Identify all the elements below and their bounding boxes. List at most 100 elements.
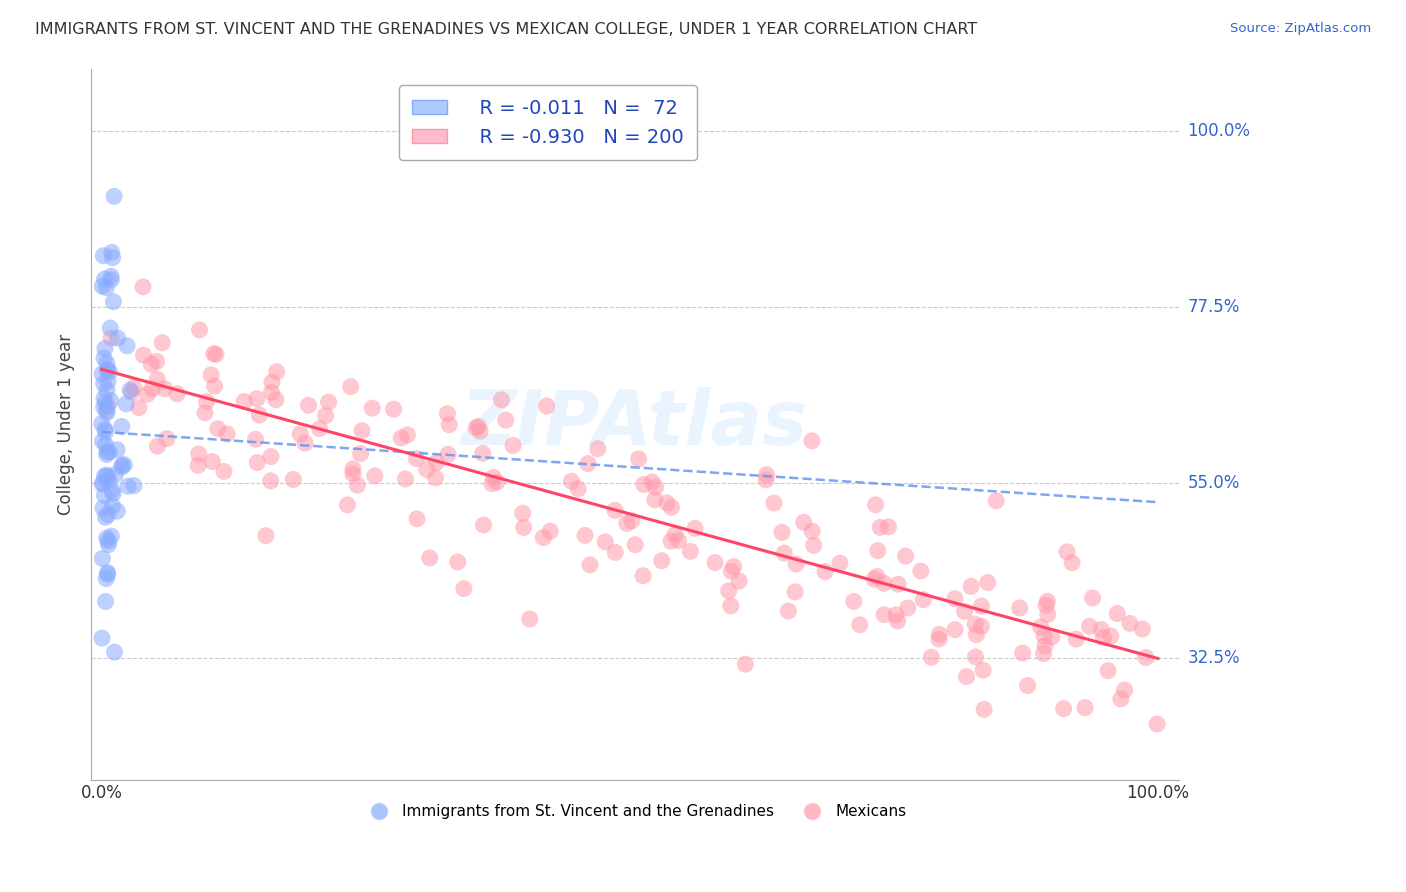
Point <box>201 454 224 468</box>
Point <box>91 367 114 381</box>
Point <box>485 475 508 490</box>
Point <box>624 538 647 552</box>
Point <box>884 607 907 622</box>
Point <box>683 521 706 535</box>
Point <box>117 479 139 493</box>
Point <box>778 604 800 618</box>
Point <box>132 348 155 362</box>
Point <box>204 379 226 393</box>
Point <box>254 529 277 543</box>
Point <box>98 365 121 379</box>
Point <box>910 564 932 578</box>
Point <box>655 496 678 510</box>
Point <box>150 335 173 350</box>
Point <box>107 331 129 345</box>
Point <box>920 650 942 665</box>
Point <box>897 601 920 615</box>
Point <box>96 363 118 377</box>
Point <box>93 376 115 391</box>
Point <box>866 569 889 583</box>
Point <box>728 574 751 588</box>
Point <box>215 426 238 441</box>
Point <box>166 386 188 401</box>
Point <box>266 365 288 379</box>
Point <box>576 457 599 471</box>
Point <box>519 612 541 626</box>
Point <box>103 189 125 203</box>
Point <box>246 456 269 470</box>
Point <box>1035 599 1057 613</box>
Point <box>865 498 887 512</box>
Point <box>863 572 886 586</box>
Point <box>103 294 125 309</box>
Point <box>734 657 756 672</box>
Point <box>770 525 793 540</box>
Point <box>136 387 159 401</box>
Point <box>1146 717 1168 731</box>
Point <box>93 488 115 502</box>
Point <box>361 401 384 416</box>
Point <box>538 524 561 538</box>
Point <box>800 434 823 448</box>
Point <box>96 406 118 420</box>
Point <box>290 427 312 442</box>
Point <box>97 474 120 488</box>
Point <box>207 422 229 436</box>
Point <box>308 422 330 436</box>
Point <box>1107 607 1129 621</box>
Text: 77.5%: 77.5% <box>1188 298 1240 316</box>
Point <box>100 273 122 287</box>
Point <box>436 407 458 421</box>
Point <box>1029 620 1052 634</box>
Point <box>928 627 950 641</box>
Point <box>704 556 727 570</box>
Point <box>405 451 427 466</box>
Text: IMMIGRANTS FROM ST. VINCENT AND THE GRENADINES VS MEXICAN COLLEGE, UNDER 1 YEAR : IMMIGRANTS FROM ST. VINCENT AND THE GREN… <box>35 22 977 37</box>
Point <box>111 459 134 474</box>
Point <box>94 425 117 439</box>
Point <box>101 483 124 498</box>
Point <box>93 391 115 405</box>
Point <box>145 354 167 368</box>
Point <box>100 269 122 284</box>
Point <box>96 362 118 376</box>
Point <box>94 342 117 356</box>
Point <box>1097 664 1119 678</box>
Text: 100.0%: 100.0% <box>1188 122 1250 140</box>
Point <box>342 467 364 481</box>
Point <box>842 594 865 608</box>
Point <box>437 447 460 461</box>
Point <box>720 599 742 613</box>
Point <box>105 442 128 457</box>
Text: 32.5%: 32.5% <box>1188 649 1240 667</box>
Point <box>1062 556 1084 570</box>
Point <box>873 576 896 591</box>
Point <box>94 395 117 409</box>
Point <box>755 467 778 482</box>
Point <box>97 469 120 483</box>
Point <box>679 544 702 558</box>
Point <box>468 424 491 438</box>
Point <box>641 475 664 489</box>
Point <box>132 280 155 294</box>
Point <box>603 503 626 517</box>
Point <box>531 531 554 545</box>
Point <box>616 516 638 531</box>
Point <box>894 549 917 563</box>
Point <box>101 486 124 500</box>
Point <box>972 663 994 677</box>
Point <box>668 533 690 548</box>
Point <box>877 520 900 534</box>
Point <box>101 251 124 265</box>
Point <box>112 458 135 472</box>
Point <box>97 567 120 582</box>
Point <box>848 617 870 632</box>
Point <box>491 392 513 407</box>
Point <box>717 583 740 598</box>
Point <box>91 476 114 491</box>
Text: 55.0%: 55.0% <box>1188 474 1240 491</box>
Point <box>502 438 524 452</box>
Point <box>141 357 163 371</box>
Point <box>1033 639 1056 653</box>
Point <box>1040 630 1063 644</box>
